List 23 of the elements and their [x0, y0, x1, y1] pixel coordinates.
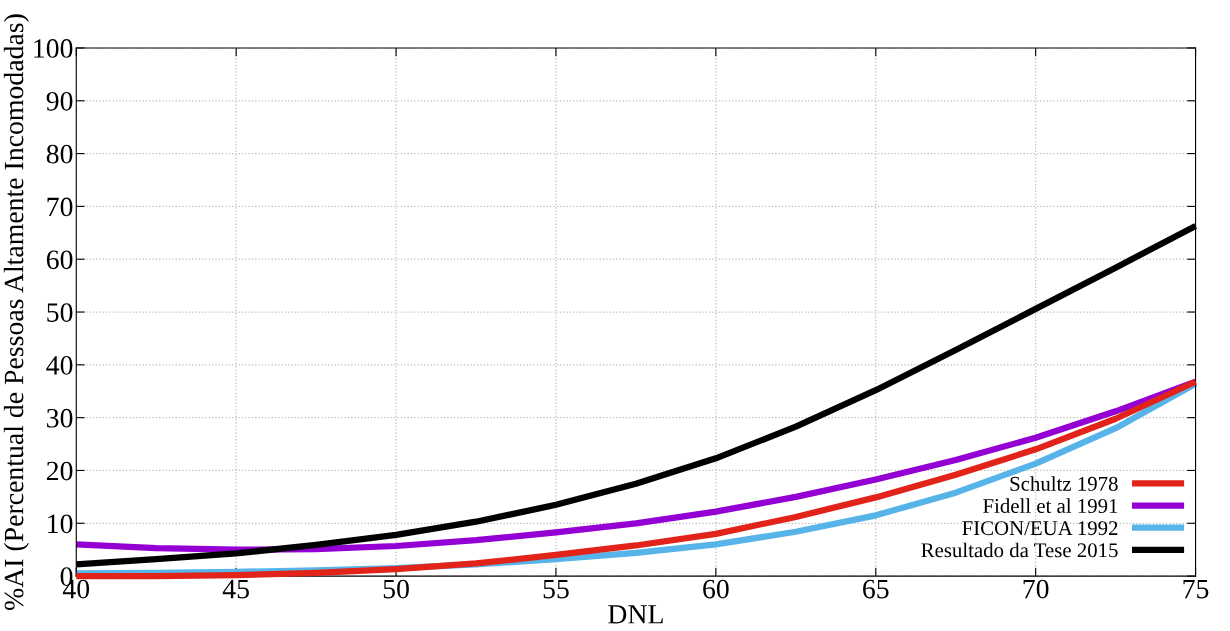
x-tick-label: 60: [703, 579, 729, 599]
x-tick-label: 45: [222, 579, 249, 599]
legend-label: Fidell et al 1991: [983, 498, 1118, 513]
y-axis-title: %AI (Percentual de Pessoas Altamente Incomodadas): [3, 14, 30, 610]
y-tick-label: 80: [46, 144, 73, 164]
x-tick-label: 70: [1023, 579, 1049, 599]
y-tick-label: 100: [34, 39, 73, 58]
y-tick-label: 30: [47, 408, 73, 428]
y-tick-label: 10: [48, 514, 73, 534]
legend-label: Resultado da Tese 2015: [921, 542, 1118, 558]
x-tick-label: 55: [543, 579, 569, 599]
y-tick-label: 60: [46, 250, 73, 270]
legend-label: FICON/EUA 1992: [962, 521, 1118, 536]
y-tick-label: 20: [46, 461, 73, 481]
y-tick-label: 90: [46, 91, 73, 111]
x-tick-label: 65: [863, 579, 889, 599]
y-tick-label: 70: [47, 197, 73, 217]
legend-label: Schultz 1978: [1010, 476, 1118, 491]
x-axis-title: DNL: [608, 605, 663, 624]
y-tick-label: 50: [47, 303, 73, 322]
x-tick-label: 50: [383, 579, 409, 599]
y-tick-label: 40: [46, 356, 73, 375]
x-tick-label: 75: [1183, 579, 1209, 599]
